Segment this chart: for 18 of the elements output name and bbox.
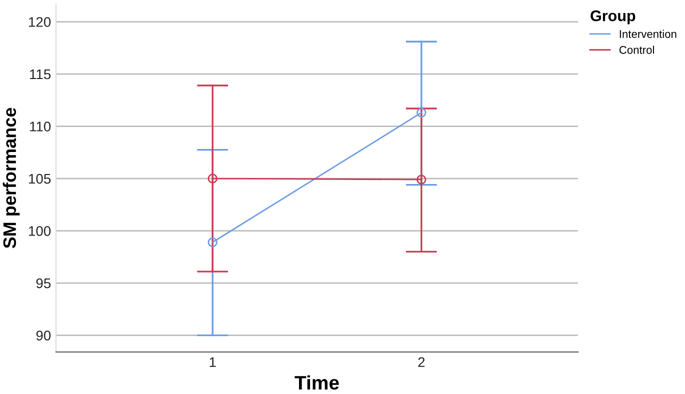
x-axis-title: Time xyxy=(294,375,339,390)
legend-label: Control xyxy=(619,46,654,54)
y-tick-label: 90 xyxy=(36,330,51,340)
x-tick-label: 1 xyxy=(210,357,216,367)
point xyxy=(416,108,426,118)
point xyxy=(208,174,218,184)
y-tick-label: 115 xyxy=(30,69,51,80)
y-axis-title: SM performance xyxy=(2,108,20,248)
y-tick-label: 120 xyxy=(29,17,51,27)
y-tick-label: 110 xyxy=(30,122,51,132)
legend-label: Intervention xyxy=(620,30,676,38)
point xyxy=(416,174,426,184)
y-tick-label: 100 xyxy=(29,226,51,236)
legend-title: Group xyxy=(590,10,636,24)
y-tick-label: 95 xyxy=(36,278,51,288)
y-tick-label: 105 xyxy=(29,174,51,184)
point xyxy=(208,237,218,248)
x-tick-label: 2 xyxy=(418,357,425,367)
